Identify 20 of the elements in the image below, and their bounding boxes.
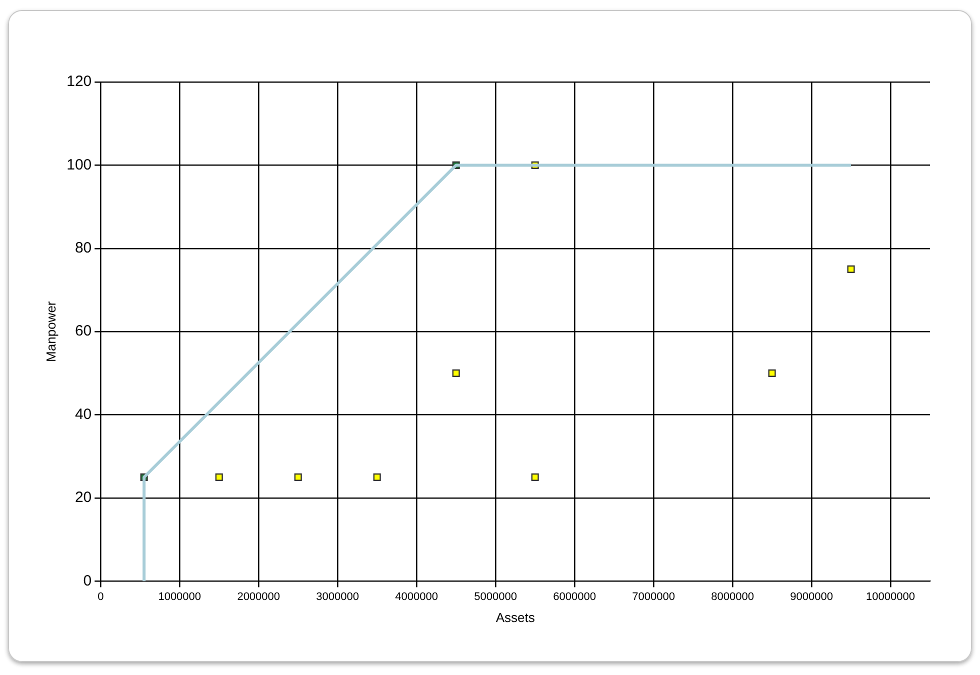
- x-tick-label: 0: [98, 590, 104, 603]
- x-tick-label: 2000000: [237, 590, 280, 603]
- x-tick-label: 10000000: [866, 590, 915, 603]
- x-tick-label: 7000000: [632, 590, 675, 603]
- x-tick-label: 8000000: [711, 590, 754, 603]
- y-tick-label: 120: [66, 73, 92, 90]
- y-axis-title: Manpower: [43, 300, 58, 362]
- y-tick-label: 0: [83, 572, 92, 590]
- y-tick-label: 80: [74, 240, 92, 257]
- x-tick-label: 5000000: [474, 590, 517, 603]
- x-tick-label: 1000000: [158, 590, 202, 603]
- x-tick-label: 6000000: [553, 590, 596, 603]
- x-axis-title: Assets: [496, 610, 536, 625]
- y-tick-label: 60: [74, 322, 92, 340]
- y-tick-label: 100: [66, 156, 92, 174]
- y-tick-label: 20: [74, 489, 92, 506]
- x-tick-label: 3000000: [316, 590, 360, 603]
- x-tick-label: 9000000: [790, 590, 833, 603]
- x-tick-label: 4000000: [395, 590, 438, 603]
- y-tick-label: 40: [74, 406, 92, 423]
